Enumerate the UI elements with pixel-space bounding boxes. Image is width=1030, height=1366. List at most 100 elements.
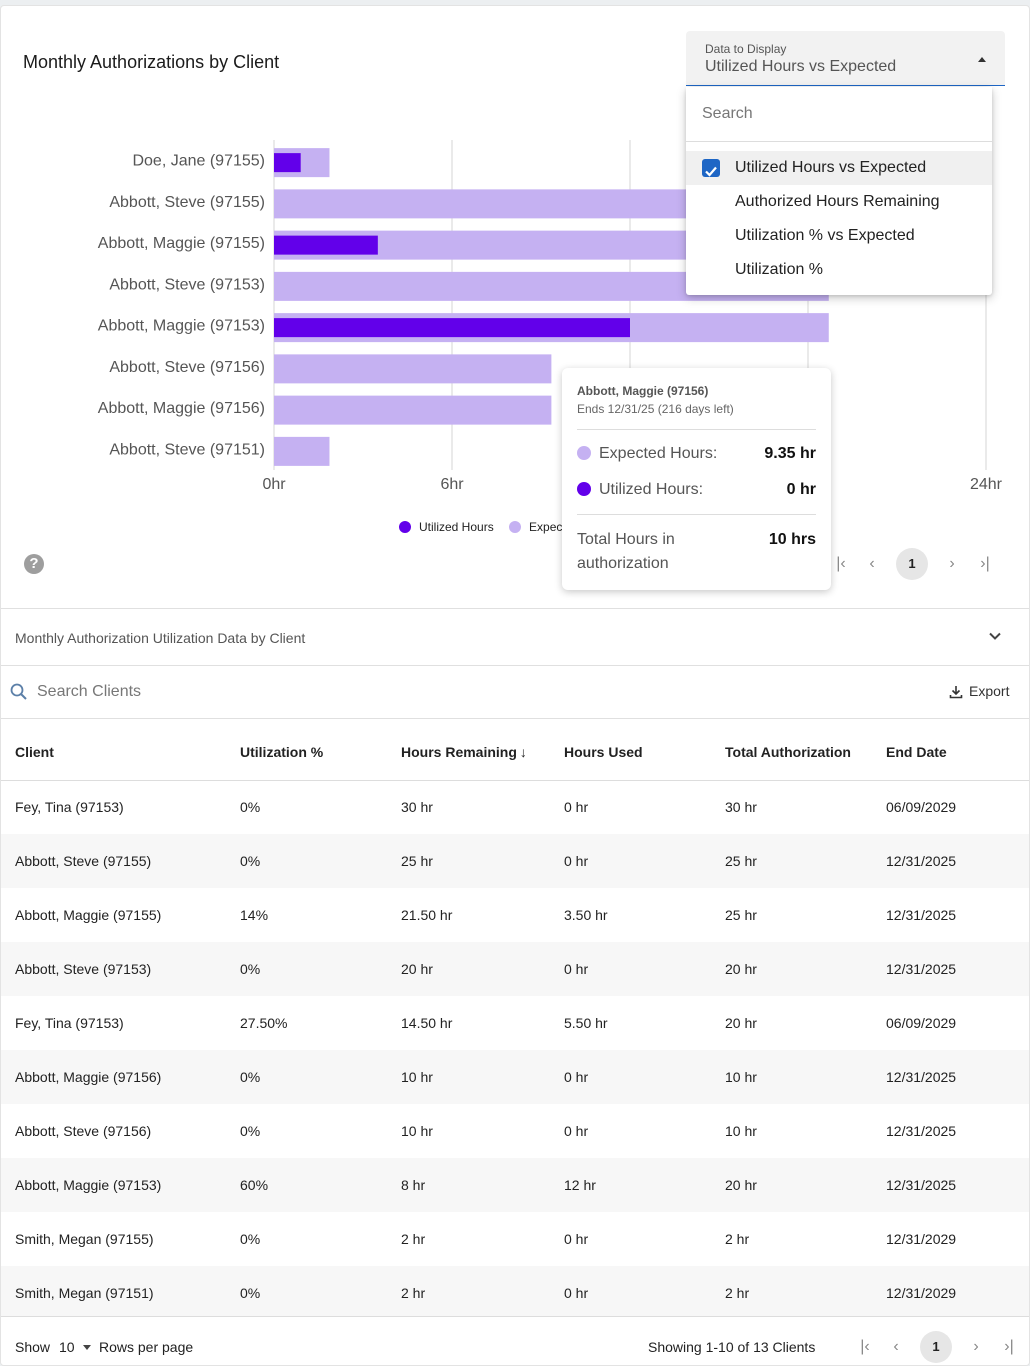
legend-expected-dot: [509, 521, 522, 533]
legend-utilized-label: Utilized Hours: [419, 520, 494, 534]
tooltip-expected-row: Expected Hours: 9.35 hr: [577, 445, 816, 463]
export-button[interactable]: Export: [949, 683, 1009, 699]
menu-search-input[interactable]: [686, 87, 992, 142]
menu-option-utilized-vs-expected[interactable]: Utilized Hours vs Expected: [686, 151, 992, 185]
table-cell: 10 hr: [401, 1123, 433, 1139]
expected-bar: [274, 395, 552, 425]
legend-utilized-dot: [399, 521, 411, 533]
tooltip-expected-label: Expected Hours:: [599, 445, 718, 462]
section-divider: [1, 608, 1029, 609]
data-to-display-select[interactable]: Data to Display Utilized Hours vs Expect…: [686, 31, 1005, 86]
y-category-label: Abbott, Steve (97156): [109, 359, 265, 376]
page-number-button[interactable]: 1: [920, 1331, 952, 1363]
table-cell: Smith, Megan (97151): [1, 1266, 226, 1320]
page-number-button[interactable]: 1: [896, 548, 928, 580]
table-cell: Fey, Tina (97153): [15, 1015, 124, 1031]
table-row[interactable]: Abbott, Maggie (97156) 0% 10 hr 0 hr 10 hr 12…: [1, 1050, 1029, 1104]
header-utilization[interactable]: Utilization %: [226, 724, 387, 781]
table-cell: 06/09/2029: [886, 799, 957, 816]
rows-per-page-label: Rows per page: [99, 1339, 194, 1355]
tooltip-divider: [577, 514, 816, 515]
y-category-label: Abbott, Steve (97151): [109, 441, 265, 458]
last-page-button[interactable]: ›|: [1004, 1338, 1014, 1355]
table-cell: 0%: [226, 1266, 387, 1320]
table-cell: 0 hr: [564, 799, 589, 816]
header-end-date[interactable]: End Date: [872, 724, 1029, 781]
clients-table: Client Utilization % Hours Remaining ↓ Ho…: [1, 724, 1029, 1320]
table-cell: 2 hr: [387, 1266, 550, 1320]
export-label: Export: [969, 683, 1010, 699]
table-cell: 0%: [226, 942, 387, 996]
table-cell: 0 hr: [564, 1231, 589, 1247]
caret-up-icon: [978, 57, 986, 62]
prev-page-button[interactable]: ‹: [869, 555, 875, 572]
table-row[interactable]: Abbott, Maggie (97153) 60% 8 hr 12 hr 20 hr 1…: [1, 1158, 1029, 1212]
table-cell: 20 hr: [725, 1015, 757, 1031]
first-page-button[interactable]: |‹: [860, 1338, 870, 1355]
chart-title: Monthly Authorizations by Client: [23, 52, 280, 72]
prev-page-button[interactable]: ‹: [893, 1338, 899, 1355]
search-clients-input[interactable]: [35, 676, 439, 708]
table-top-divider: [1, 718, 1029, 719]
table-cell: 14%: [240, 907, 269, 923]
header-hours-remaining-label: Hours Remaining: [401, 743, 517, 760]
header-hours-remaining[interactable]: Hours Remaining ↓: [387, 724, 550, 781]
table-row[interactable]: Smith, Megan (97151) 0% 2 hr 0 hr 2 hr 12/31/…: [1, 1266, 1029, 1320]
table-row[interactable]: Abbott, Steve (97156) 0% 10 hr 0 hr 10 hr 12/…: [1, 1104, 1029, 1158]
x-tick-label: 6hr: [440, 476, 464, 493]
last-page-button[interactable]: ›|: [980, 555, 990, 572]
tooltip-total-label: Total Hours in authorization: [577, 531, 675, 572]
header-client[interactable]: Client: [1, 724, 226, 781]
table-cell: 25 hr: [711, 834, 872, 888]
header-hours-used[interactable]: Hours Used: [550, 724, 711, 781]
rows-per-page-select[interactable]: 10: [59, 1339, 91, 1355]
table-cell: Smith, Megan (97155): [15, 1231, 154, 1247]
table-row[interactable]: Abbott, Steve (97153) 0% 20 hr 0 hr 20 hr 12/…: [1, 942, 1029, 996]
help-icon[interactable]: ?: [24, 554, 44, 574]
menu-option-utilization-pct-vs-expected[interactable]: Utilization % vs Expected: [735, 227, 915, 244]
utilized-bar: [274, 153, 301, 173]
menu-option-label: Utilized Hours vs Expected: [735, 159, 927, 176]
table-cell: 20 hr: [387, 942, 550, 996]
table-row[interactable]: Abbott, Steve (97155) 0% 25 hr 0 hr 25 hr 12/…: [1, 834, 1029, 888]
tooltip-total-value: 10 hrs: [768, 531, 816, 548]
table-cell: 12/31/2025: [872, 1158, 1029, 1212]
table-cell: 2 hr: [725, 1231, 750, 1247]
chart-legend: Utilized Hours Expec: [399, 520, 574, 534]
table-cell: 12/31/2025: [872, 1050, 1029, 1104]
search-icon: [10, 683, 27, 700]
table-cell: 60%: [226, 1158, 387, 1212]
table-cell: 0 hr: [550, 834, 711, 888]
first-page-button[interactable]: |‹: [836, 555, 846, 572]
menu-option-hours-remaining[interactable]: Authorized Hours Remaining: [735, 193, 940, 210]
expected-bar: [274, 354, 552, 384]
table-row[interactable]: Fey, Tina (97153) 27.50% 14.50 hr 5.50 hr 20…: [1, 996, 1029, 1050]
checkbox-checked-icon[interactable]: [702, 159, 720, 177]
table-cell: 0 hr: [550, 942, 711, 996]
header-total-authorization[interactable]: Total Authorization: [711, 724, 872, 781]
table-row[interactable]: Smith, Megan (97155) 0% 2 hr 0 hr 2 hr 12/31/…: [1, 1212, 1029, 1266]
table-row[interactable]: Abbott, Maggie (97155) 14% 21.50 hr 3.50 hr…: [1, 888, 1029, 942]
tooltip-utilized-value: 0 hr: [786, 481, 816, 498]
next-page-button[interactable]: ›: [973, 1338, 979, 1355]
next-page-button[interactable]: ›: [949, 555, 955, 572]
table-cell: 0%: [226, 1050, 387, 1104]
section-divider: [1, 665, 1029, 666]
select-label: Data to Display: [705, 42, 787, 56]
y-category-label: Abbott, Steve (97155): [109, 194, 265, 211]
table-row[interactable]: Fey, Tina (97153) 0% 30 hr 0 hr 30 hr 06/09/2…: [1, 780, 1029, 834]
chevron-down-icon[interactable]: [987, 628, 1003, 644]
menu-option-utilization-pct[interactable]: Utilization %: [735, 261, 824, 278]
table-cell: 12/31/2025: [886, 907, 957, 923]
legend-expected[interactable]: Expec: [509, 520, 562, 534]
sort-arrow-down-icon: ↓: [519, 743, 527, 760]
legend-utilized[interactable]: Utilized Hours: [399, 520, 494, 534]
table-cell: Abbott, Maggie (97153): [1, 1158, 226, 1212]
tooltip-divider: [577, 429, 816, 430]
y-category-label: Abbott, Maggie (97153): [98, 318, 265, 335]
data-to-display-menu: Utilized Hours vs Expected Authorized Ho…: [686, 87, 992, 295]
table-cell: Abbott, Steve (97156): [15, 1123, 152, 1139]
table-cell: 12/31/2029: [886, 1231, 957, 1247]
authorizations-card: Monthly Authorizations by Client Data to…: [0, 5, 1030, 1366]
x-tick-label: 0hr: [262, 476, 286, 493]
